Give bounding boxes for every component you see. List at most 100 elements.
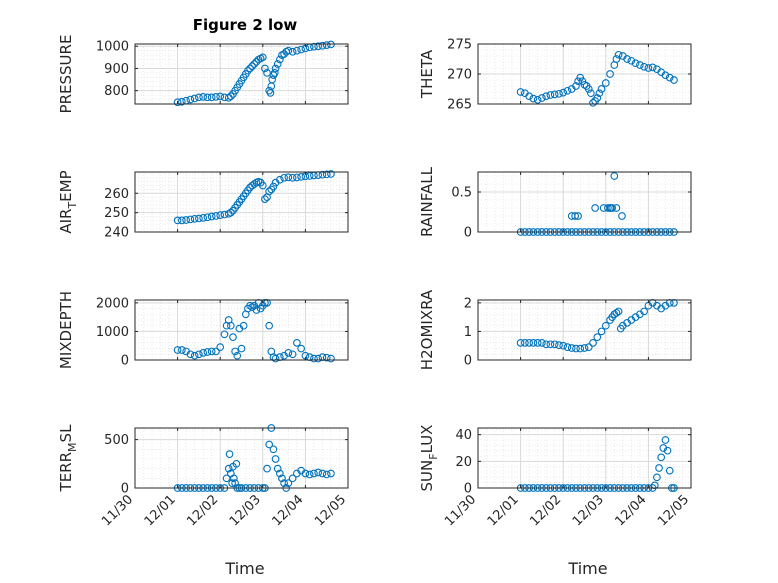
data-point [252,306,261,314]
data-point [593,94,602,102]
data-point [199,349,208,357]
data-point [232,459,241,468]
x-tick-label: 12/04 [612,492,649,529]
data-point [305,172,314,180]
data-point [237,344,246,353]
data-point [173,216,182,225]
data-point [284,349,293,357]
data-point [273,60,282,68]
data-point [644,64,653,72]
data-point [584,343,593,351]
axes-box [477,299,692,361]
data-point [203,348,212,356]
y-tick-label: 20 [455,455,472,470]
data-point [529,339,538,347]
data-point [589,98,597,107]
data-point [538,94,546,102]
data-point [595,89,604,98]
y-tick-label: 1000 [96,40,129,55]
axes-box [477,427,692,489]
data-point [195,93,203,102]
y-tick-label: 0 [464,482,472,497]
axes-box [134,43,349,105]
y-tick-label: 0 [464,226,472,241]
data-point [173,346,182,354]
data-point [593,333,602,341]
data-point [273,464,282,473]
data-point [546,340,555,349]
plot-area [478,300,691,360]
x-tick-label: 12/05 [312,492,349,529]
data-point [246,301,254,310]
data-point [173,98,182,107]
y-tick-label: 0 [464,354,472,369]
data-point [186,95,195,104]
data-point [314,354,323,363]
data-point [546,91,555,99]
data-point [227,208,235,217]
data-point [657,453,666,462]
data-point [559,341,568,350]
data-point [178,97,186,106]
data-point [640,62,648,71]
data-point [310,469,318,478]
data-point [612,55,621,63]
data-point [614,307,623,316]
x-tick-label: 12/03 [570,492,607,529]
data-point [563,343,572,351]
x-tick-label: 11/30 [442,492,479,529]
y-tick-label: 2 [464,296,472,311]
data-point [227,92,235,101]
data-point [261,64,269,73]
y-tick-label: 0 [121,354,129,369]
y-tick-label: 270 [447,68,472,83]
data-point [246,64,254,73]
data-point [293,173,301,182]
data-point [269,445,278,454]
data-point [572,344,580,353]
data-point [195,350,203,359]
data-point [284,173,293,182]
data-point [636,61,644,69]
x-tick-label: 12/04 [269,492,306,529]
data-point [631,59,640,68]
y-axis-label: RAINFALL [418,166,436,237]
data-point [275,55,284,64]
data-point [293,46,301,55]
data-point [314,468,323,477]
data-point [178,346,186,354]
data-point [239,321,248,330]
data-point [195,214,203,223]
data-point [576,344,585,353]
data-point [322,353,331,362]
y-axis-label: PRESSURE [57,35,75,114]
x-tick-label: 12/01 [142,492,179,529]
plot-area [478,428,691,488]
plot-area [135,300,348,360]
data-point [212,93,220,101]
data-point [207,212,216,221]
y-tick-label: 0.5 [451,186,472,201]
data-point [203,93,212,102]
data-point [318,170,327,179]
data-point [533,95,542,104]
data-point [220,330,229,339]
data-point [604,204,612,212]
data-point [190,214,199,223]
data-point [555,341,563,349]
subplot-4: 0 0.5 RAINFALL [418,166,692,241]
y-tick-label: 260 [104,187,129,202]
data-point [542,92,551,101]
data-point [233,351,242,360]
data-point [314,42,323,51]
x-tick-label: 12/02 [527,492,564,529]
data-point [212,347,220,356]
y-tick-label: 2000 [96,296,129,311]
data-point [207,93,216,102]
data-point [258,53,267,62]
plot-area [135,428,348,488]
x-tick-label: 12/03 [227,492,264,529]
data-point [297,45,305,54]
data-point [224,464,233,473]
data-point [199,214,208,222]
